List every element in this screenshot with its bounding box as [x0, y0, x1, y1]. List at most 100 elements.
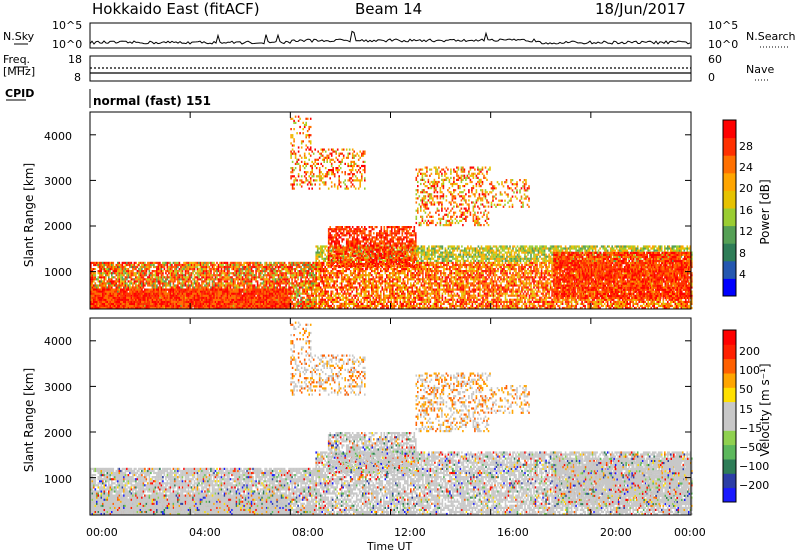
power-cell: [92, 278, 94, 280]
power-cell: [156, 284, 158, 286]
power-cell: [216, 266, 218, 268]
power-cell: [215, 284, 217, 286]
power-cell: [119, 262, 121, 264]
power-cell: [415, 301, 417, 303]
power-cell: [373, 289, 375, 291]
power-cell: [374, 280, 376, 282]
power-cell: [424, 268, 426, 270]
power-cell: [110, 262, 112, 264]
power-cell: [168, 272, 170, 274]
power-cell: [377, 303, 379, 305]
power-cell: [234, 282, 236, 284]
power-cell: [332, 303, 334, 305]
power-cell: [161, 272, 163, 274]
power-cell: [418, 282, 420, 284]
power-cell: [416, 268, 418, 270]
power-cell: [353, 276, 355, 278]
power-cell: [314, 266, 316, 268]
power-cell: [321, 245, 323, 247]
power-cell: [243, 268, 245, 270]
power-cell: [206, 282, 208, 284]
power-cell: [437, 289, 439, 291]
power-cell: [439, 258, 441, 260]
power-cell: [424, 303, 426, 305]
power-cell: [165, 262, 167, 264]
power-cell: [99, 274, 101, 276]
power-cell: [225, 286, 227, 288]
power-cell: [233, 286, 235, 288]
power-cell: [222, 276, 224, 278]
power-cell: [356, 278, 358, 280]
power-cell: [113, 270, 115, 272]
power-cell: [107, 274, 109, 276]
power-cell: [353, 295, 355, 297]
power-cell: [194, 266, 196, 268]
power-cell: [174, 274, 176, 276]
power-cell: [415, 276, 417, 278]
power-cell: [197, 262, 199, 264]
power-cell: [433, 282, 435, 284]
power-cell: [219, 266, 221, 268]
power-cell: [443, 289, 445, 291]
power-cell: [107, 264, 109, 266]
power-cell: [150, 284, 152, 286]
power-cell: [233, 262, 235, 264]
power-cell: [380, 299, 382, 301]
power-cell: [140, 282, 142, 284]
power-cell: [167, 268, 169, 270]
power-cell: [168, 266, 170, 268]
power-cell: [376, 301, 378, 303]
power-cell: [315, 268, 317, 270]
power-cell: [377, 272, 379, 274]
power-cell: [191, 272, 193, 274]
power-cell: [433, 247, 435, 249]
power-cell: [255, 262, 257, 264]
power-cell: [296, 282, 298, 284]
power-cell: [105, 282, 107, 284]
power-cell: [332, 270, 334, 272]
power-cell: [406, 286, 408, 288]
power-cell: [266, 270, 268, 272]
power-cell: [333, 274, 335, 276]
power-cell: [398, 276, 400, 278]
noise-panel-frame: [90, 23, 691, 48]
power-cell: [433, 293, 435, 295]
power-cell: [401, 291, 403, 293]
power-cell: [306, 286, 308, 288]
power-cell: [233, 268, 235, 270]
power-cell: [264, 282, 266, 284]
power-cell: [382, 286, 384, 288]
power-cell: [383, 297, 385, 299]
power-cell: [236, 276, 238, 278]
power-cell: [248, 266, 250, 268]
power-cell: [147, 276, 149, 278]
power-cell: [275, 272, 277, 274]
power-cell: [439, 293, 441, 295]
power-cell: [287, 280, 289, 282]
power-cell: [440, 262, 442, 264]
power-cell: [436, 262, 438, 264]
power-cell: [260, 284, 262, 286]
power-cell: [427, 252, 429, 254]
power-cell: [254, 274, 256, 276]
power-cell: [212, 286, 214, 288]
power-cell: [215, 278, 217, 280]
power-cell: [284, 274, 286, 276]
power-cell: [404, 301, 406, 303]
power-cell: [110, 280, 112, 282]
power-cell: [95, 284, 97, 286]
power-cell: [120, 286, 122, 288]
power-cell: [302, 291, 304, 293]
power-cell: [339, 286, 341, 288]
power-cell: [332, 297, 334, 299]
power-cell: [370, 278, 372, 280]
power-cell: [362, 289, 364, 291]
power-cell: [156, 274, 158, 276]
power-cell: [320, 245, 322, 247]
power-cell: [397, 303, 399, 305]
power-cell: [385, 268, 387, 270]
power-cell: [368, 297, 370, 299]
power-cell: [212, 262, 214, 264]
power-cell: [272, 270, 274, 272]
power-cell: [159, 262, 161, 264]
